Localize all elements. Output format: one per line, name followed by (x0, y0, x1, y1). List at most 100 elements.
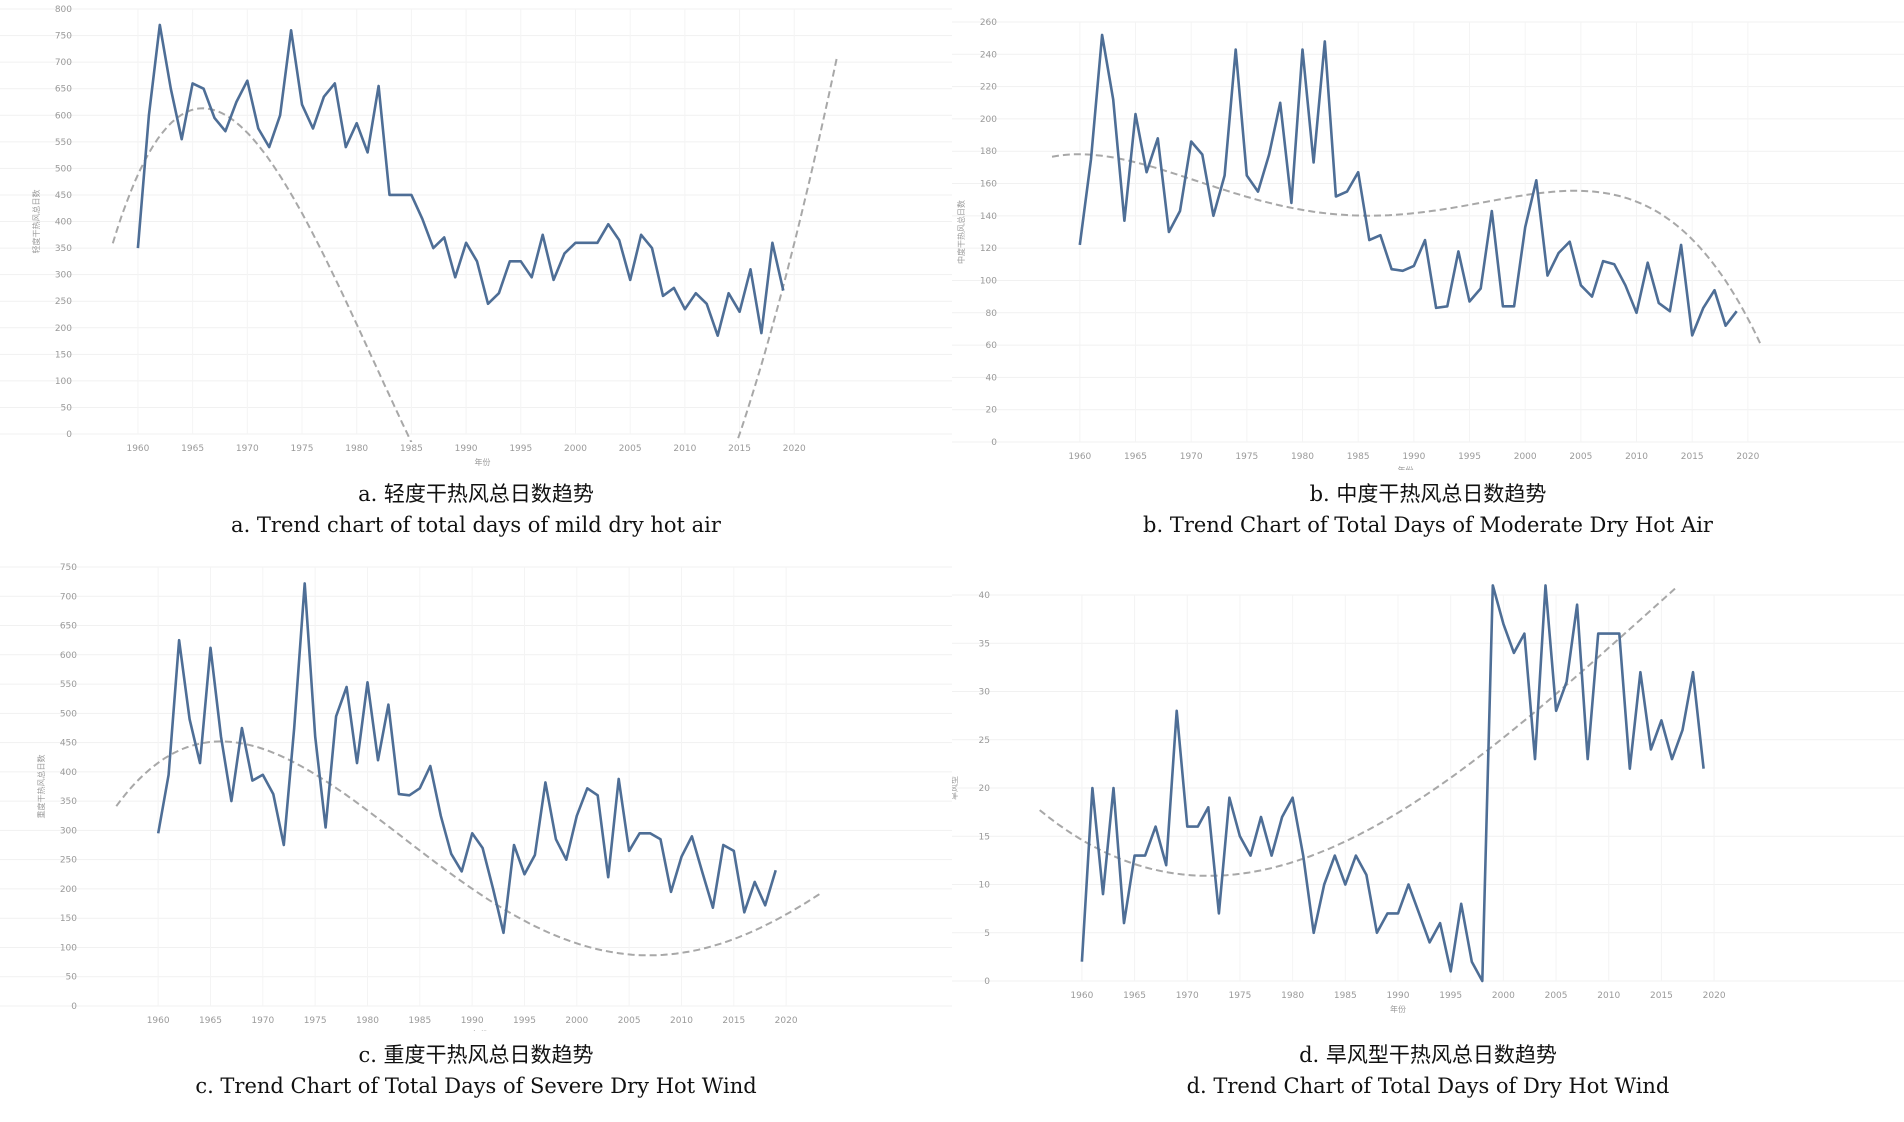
y-tick-label: 350 (55, 244, 72, 254)
data-point (638, 831, 642, 835)
data-point (1227, 796, 1231, 800)
data-point (575, 814, 579, 818)
y-tick-label: 0 (66, 430, 72, 440)
y-axis-label: 旱风型 (952, 776, 959, 800)
data-point (355, 121, 359, 125)
data-point (1270, 854, 1274, 858)
data-point (1428, 940, 1432, 944)
data-point (639, 233, 643, 237)
x-tick-label: 2000 (1492, 991, 1515, 1001)
data-point (470, 831, 474, 835)
x-tick-label: 1995 (1458, 452, 1481, 462)
x-tick-label: 2015 (722, 1016, 745, 1026)
data-point (690, 834, 694, 838)
y-tick-label: 25 (979, 736, 990, 746)
data-point (1534, 178, 1538, 182)
x-tick-label: 1985 (1347, 452, 1370, 462)
data-point (1565, 680, 1569, 684)
data-point (543, 780, 547, 784)
y-tick-label: 100 (55, 377, 72, 387)
data-point (449, 852, 453, 856)
data-point (1468, 299, 1472, 303)
data-point (324, 825, 328, 829)
chart-panel-mild: 0 50 100 150 200 250 300 350 400 450 500 550 600 650 7… (0, 0, 952, 561)
data-point (1178, 209, 1182, 213)
data-point (1367, 238, 1371, 242)
data-point (721, 843, 725, 847)
x-tick-label: 1980 (1281, 991, 1304, 1001)
x-tick-label: 1985 (408, 1016, 431, 1026)
data-point (533, 853, 537, 857)
data-point (1301, 47, 1305, 51)
y-tick-label: 10 (979, 881, 991, 891)
y-tick-label: 200 (55, 324, 72, 334)
data-point (365, 680, 369, 684)
data-point (606, 222, 610, 226)
data-point (1189, 140, 1193, 144)
y-tick-label: 500 (55, 164, 72, 174)
data-point (475, 259, 479, 263)
data-point (1323, 39, 1327, 43)
data-point (541, 233, 545, 237)
data-point (705, 302, 709, 306)
y-tick-label: 120 (980, 244, 997, 254)
data-point (1234, 47, 1238, 51)
data-point (1267, 152, 1271, 156)
data-point (1100, 33, 1104, 37)
x-tick-label: 1960 (1070, 991, 1093, 1001)
data-point (1456, 249, 1460, 253)
data-point (1522, 632, 1526, 636)
data-point (431, 246, 435, 250)
data-point (1554, 709, 1558, 713)
data-point (167, 773, 171, 777)
x-tick-label: 2005 (618, 1016, 641, 1026)
data-point (564, 858, 568, 862)
data-point (1545, 274, 1549, 278)
y-tick-label: 450 (55, 191, 72, 201)
trend-line (115, 740, 823, 957)
data-point (502, 931, 506, 935)
data-point (1638, 670, 1642, 674)
data-point (648, 831, 652, 835)
data-point (418, 786, 422, 790)
data-point (1333, 854, 1337, 858)
data-point (748, 267, 752, 271)
y-tick-label: 700 (55, 58, 72, 68)
x-axis-label: 年份 (1390, 1004, 1406, 1014)
data-point (1568, 240, 1572, 244)
data-point (1280, 815, 1284, 819)
data-point (442, 235, 446, 239)
data-point (1217, 911, 1221, 915)
data-point (1601, 259, 1605, 263)
data-point (1256, 190, 1260, 194)
data-point (1278, 101, 1282, 105)
y-tick-label: 0 (984, 977, 990, 987)
data-point (1245, 173, 1249, 177)
data-point (322, 95, 326, 99)
series-line (1080, 584, 1705, 983)
chart-svg-severe: 0 50 100 150 200 250 300 350 400 450 500 550 600 650 7… (0, 563, 952, 1031)
y-tick-label: 240 (980, 50, 997, 60)
data-point (486, 302, 490, 306)
chart-title-en: b. Trend Chart of Total Days of Moderate… (1143, 513, 1713, 537)
data-point (481, 846, 485, 850)
x-tick-label: 2010 (673, 444, 696, 454)
data-point (313, 735, 317, 739)
data-point (333, 81, 337, 85)
data-point (1080, 960, 1084, 964)
data-point (1623, 283, 1627, 287)
data-point (1111, 98, 1115, 102)
y-tick-label: 650 (60, 622, 77, 632)
data-point (282, 843, 286, 847)
x-tick-label: 2005 (1545, 991, 1568, 1001)
data-point (439, 814, 443, 818)
data-point (213, 116, 217, 120)
y-tick-label: 180 (980, 147, 997, 157)
x-tick-label: 1990 (461, 1016, 484, 1026)
y-tick-label: 40 (986, 373, 998, 383)
x-tick-label: 1980 (345, 444, 368, 454)
data-point (1668, 309, 1672, 313)
data-point (1206, 805, 1210, 809)
y-tick-label: 100 (980, 276, 997, 286)
y-tick-label: 600 (60, 651, 77, 661)
